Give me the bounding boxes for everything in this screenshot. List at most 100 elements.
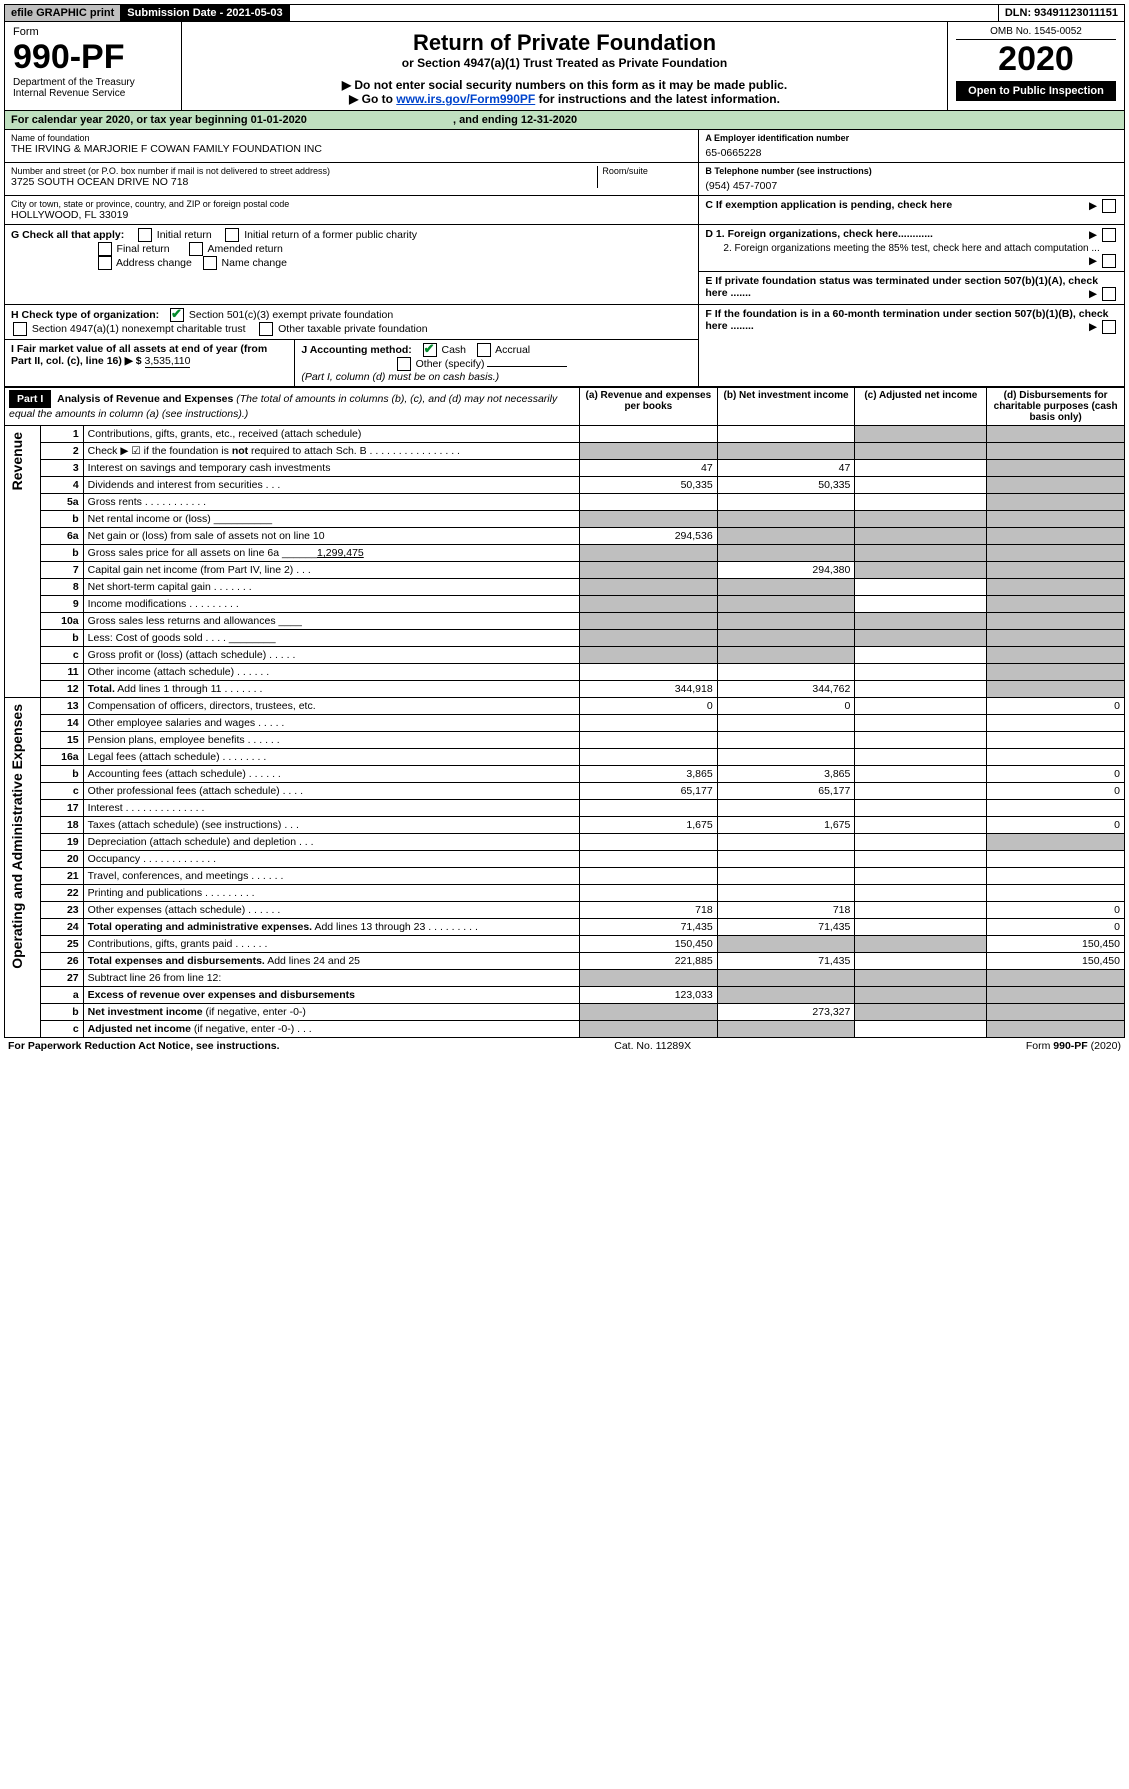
- j-label: J Accounting method:: [301, 344, 411, 356]
- efile-print-btn[interactable]: efile GRAPHIC print: [5, 5, 121, 21]
- tax-year: 2020: [956, 40, 1116, 79]
- form-number: 990-PF: [13, 38, 173, 77]
- j2-ck[interactable]: [477, 343, 491, 357]
- table-row: 15Pension plans, employee benefits . . .…: [5, 732, 1125, 749]
- f-ck[interactable]: [1102, 320, 1116, 334]
- g3: Final return: [117, 243, 170, 255]
- form-subtitle: or Section 4947(a)(1) Trust Treated as P…: [190, 56, 939, 70]
- h1: Section 501(c)(3) exempt private foundat…: [189, 309, 393, 321]
- d1-ck[interactable]: [1102, 228, 1116, 242]
- table-row: 20Occupancy . . . . . . . . . . . . .: [5, 851, 1125, 868]
- table-row: 18Taxes (attach schedule) (see instructi…: [5, 817, 1125, 834]
- p1-heading: Analysis of Revenue and Expenses: [57, 393, 233, 405]
- table-row: 27Subtract line 26 from line 12:: [5, 970, 1125, 987]
- colA: (a) Revenue and expenses per books: [580, 388, 718, 426]
- f-label: F If the foundation is in a 60-month ter…: [705, 308, 1108, 332]
- form-note1: ▶ Do not enter social security numbers o…: [190, 78, 939, 92]
- form-note2-wrap: ▶ Go to www.irs.gov/Form990PF for instru…: [190, 92, 939, 106]
- table-row: 14Other employee salaries and wages . . …: [5, 715, 1125, 732]
- table-row: 5aGross rents . . . . . . . . . . .: [5, 494, 1125, 511]
- open-public: Open to Public Inspection: [956, 81, 1116, 101]
- table-row: 26Total expenses and disbursements. Add …: [5, 953, 1125, 970]
- h2: Section 4947(a)(1) nonexempt charitable …: [32, 323, 246, 335]
- g2-ck[interactable]: [225, 228, 239, 242]
- city: HOLLYWOOD, FL 33019: [11, 209, 692, 221]
- table-row: aExcess of revenue over expenses and dis…: [5, 987, 1125, 1004]
- table-row: bGross sales price for all assets on lin…: [5, 545, 1125, 562]
- j1-ck[interactable]: [423, 343, 437, 357]
- h3-ck[interactable]: [259, 322, 273, 336]
- g1-ck[interactable]: [138, 228, 152, 242]
- colB: (b) Net investment income: [717, 388, 855, 426]
- g4-ck[interactable]: [189, 242, 203, 256]
- table-row: 10aGross sales less returns and allowanc…: [5, 613, 1125, 630]
- table-row: bNet rental income or (loss) __________: [5, 511, 1125, 528]
- table-row: Operating and Administrative Expenses13C…: [5, 698, 1125, 715]
- table-row: Revenue1Contributions, gifts, grants, et…: [5, 426, 1125, 443]
- form-title: Return of Private Foundation: [190, 30, 939, 56]
- d2-ck[interactable]: [1102, 254, 1116, 268]
- tel: (954) 457-7007: [705, 180, 1118, 192]
- irs-link[interactable]: www.irs.gov/Form990PF: [396, 92, 535, 106]
- note2b: for instructions and the latest informat…: [535, 92, 780, 106]
- foot-right: Form 990-PF (2020): [1026, 1040, 1121, 1052]
- j3: Other (specify): [416, 358, 485, 370]
- j-note: (Part I, column (d) must be on cash basi…: [301, 371, 499, 383]
- table-row: bNet investment income (if negative, ent…: [5, 1004, 1125, 1021]
- part1-table: Part I Analysis of Revenue and Expenses …: [4, 387, 1125, 1038]
- foot-left: For Paperwork Reduction Act Notice, see …: [8, 1040, 280, 1052]
- g-label: G Check all that apply:: [11, 229, 124, 241]
- colD: (d) Disbursements for charitable purpose…: [987, 388, 1125, 426]
- table-row: 12Total. Add lines 1 through 11 . . . . …: [5, 681, 1125, 698]
- info-table: Name of foundation THE IRVING & MARJORIE…: [4, 130, 1125, 387]
- table-row: 23Other expenses (attach schedule) . . .…: [5, 902, 1125, 919]
- cal-begin: For calendar year 2020, or tax year begi…: [11, 114, 307, 126]
- h-label: H Check type of organization:: [11, 309, 159, 321]
- cal-end: , and ending 12-31-2020: [453, 114, 577, 126]
- ein: 65-0665228: [705, 147, 1118, 159]
- table-row: 25Contributions, gifts, grants paid . . …: [5, 936, 1125, 953]
- name-label: Name of foundation: [11, 133, 692, 143]
- g6: Name change: [222, 257, 287, 269]
- irs: Internal Revenue Service: [13, 88, 173, 99]
- footer: For Paperwork Reduction Act Notice, see …: [4, 1038, 1125, 1054]
- topbar-spacer: [290, 5, 999, 21]
- table-row: 21Travel, conferences, and meetings . . …: [5, 868, 1125, 885]
- dln: DLN: 93491123011151: [999, 5, 1124, 21]
- table-row: 9Income modifications . . . . . . . . .: [5, 596, 1125, 613]
- g3-ck[interactable]: [98, 242, 112, 256]
- foot-mid: Cat. No. 11289X: [614, 1040, 691, 1052]
- table-row: 24Total operating and administrative exp…: [5, 919, 1125, 936]
- j1: Cash: [441, 344, 466, 356]
- dept: Department of the Treasury: [13, 77, 173, 88]
- room-label: Room/suite: [602, 166, 692, 176]
- e-label: E If private foundation status was termi…: [705, 275, 1098, 299]
- top-bar: efile GRAPHIC print Submission Date - 20…: [4, 4, 1125, 22]
- city-label: City or town, state or province, country…: [11, 199, 692, 209]
- g6-ck[interactable]: [203, 256, 217, 270]
- table-row: 4Dividends and interest from securities …: [5, 477, 1125, 494]
- table-row: cAdjusted net income (if negative, enter…: [5, 1021, 1125, 1038]
- g5-ck[interactable]: [98, 256, 112, 270]
- i-val: 3,535,110: [145, 355, 191, 368]
- e-ck[interactable]: [1102, 287, 1116, 301]
- g5: Address change: [116, 257, 192, 269]
- table-row: 8Net short-term capital gain . . . . . .…: [5, 579, 1125, 596]
- c-label: C If exemption application is pending, c…: [705, 199, 952, 211]
- section-label: Operating and Administrative Expenses: [9, 700, 25, 973]
- h1-ck[interactable]: [170, 308, 184, 322]
- part1-badge: Part I: [9, 390, 51, 408]
- table-row: cGross profit or (loss) (attach schedule…: [5, 647, 1125, 664]
- c-checkbox[interactable]: [1102, 199, 1116, 213]
- j3-ck[interactable]: [397, 357, 411, 371]
- table-row: 16aLegal fees (attach schedule) . . . . …: [5, 749, 1125, 766]
- g4: Amended return: [208, 243, 283, 255]
- submission-date: Submission Date - 2021-05-03: [121, 5, 289, 21]
- section-label: Revenue: [9, 428, 25, 494]
- h2-ck[interactable]: [13, 322, 27, 336]
- omb: OMB No. 1545-0052: [956, 26, 1116, 40]
- table-row: 2Check ▶ ☑ if the foundation is not requ…: [5, 443, 1125, 460]
- table-row: bAccounting fees (attach schedule) . . .…: [5, 766, 1125, 783]
- colC: (c) Adjusted net income: [855, 388, 987, 426]
- tel-label: B Telephone number (see instructions): [705, 166, 1118, 176]
